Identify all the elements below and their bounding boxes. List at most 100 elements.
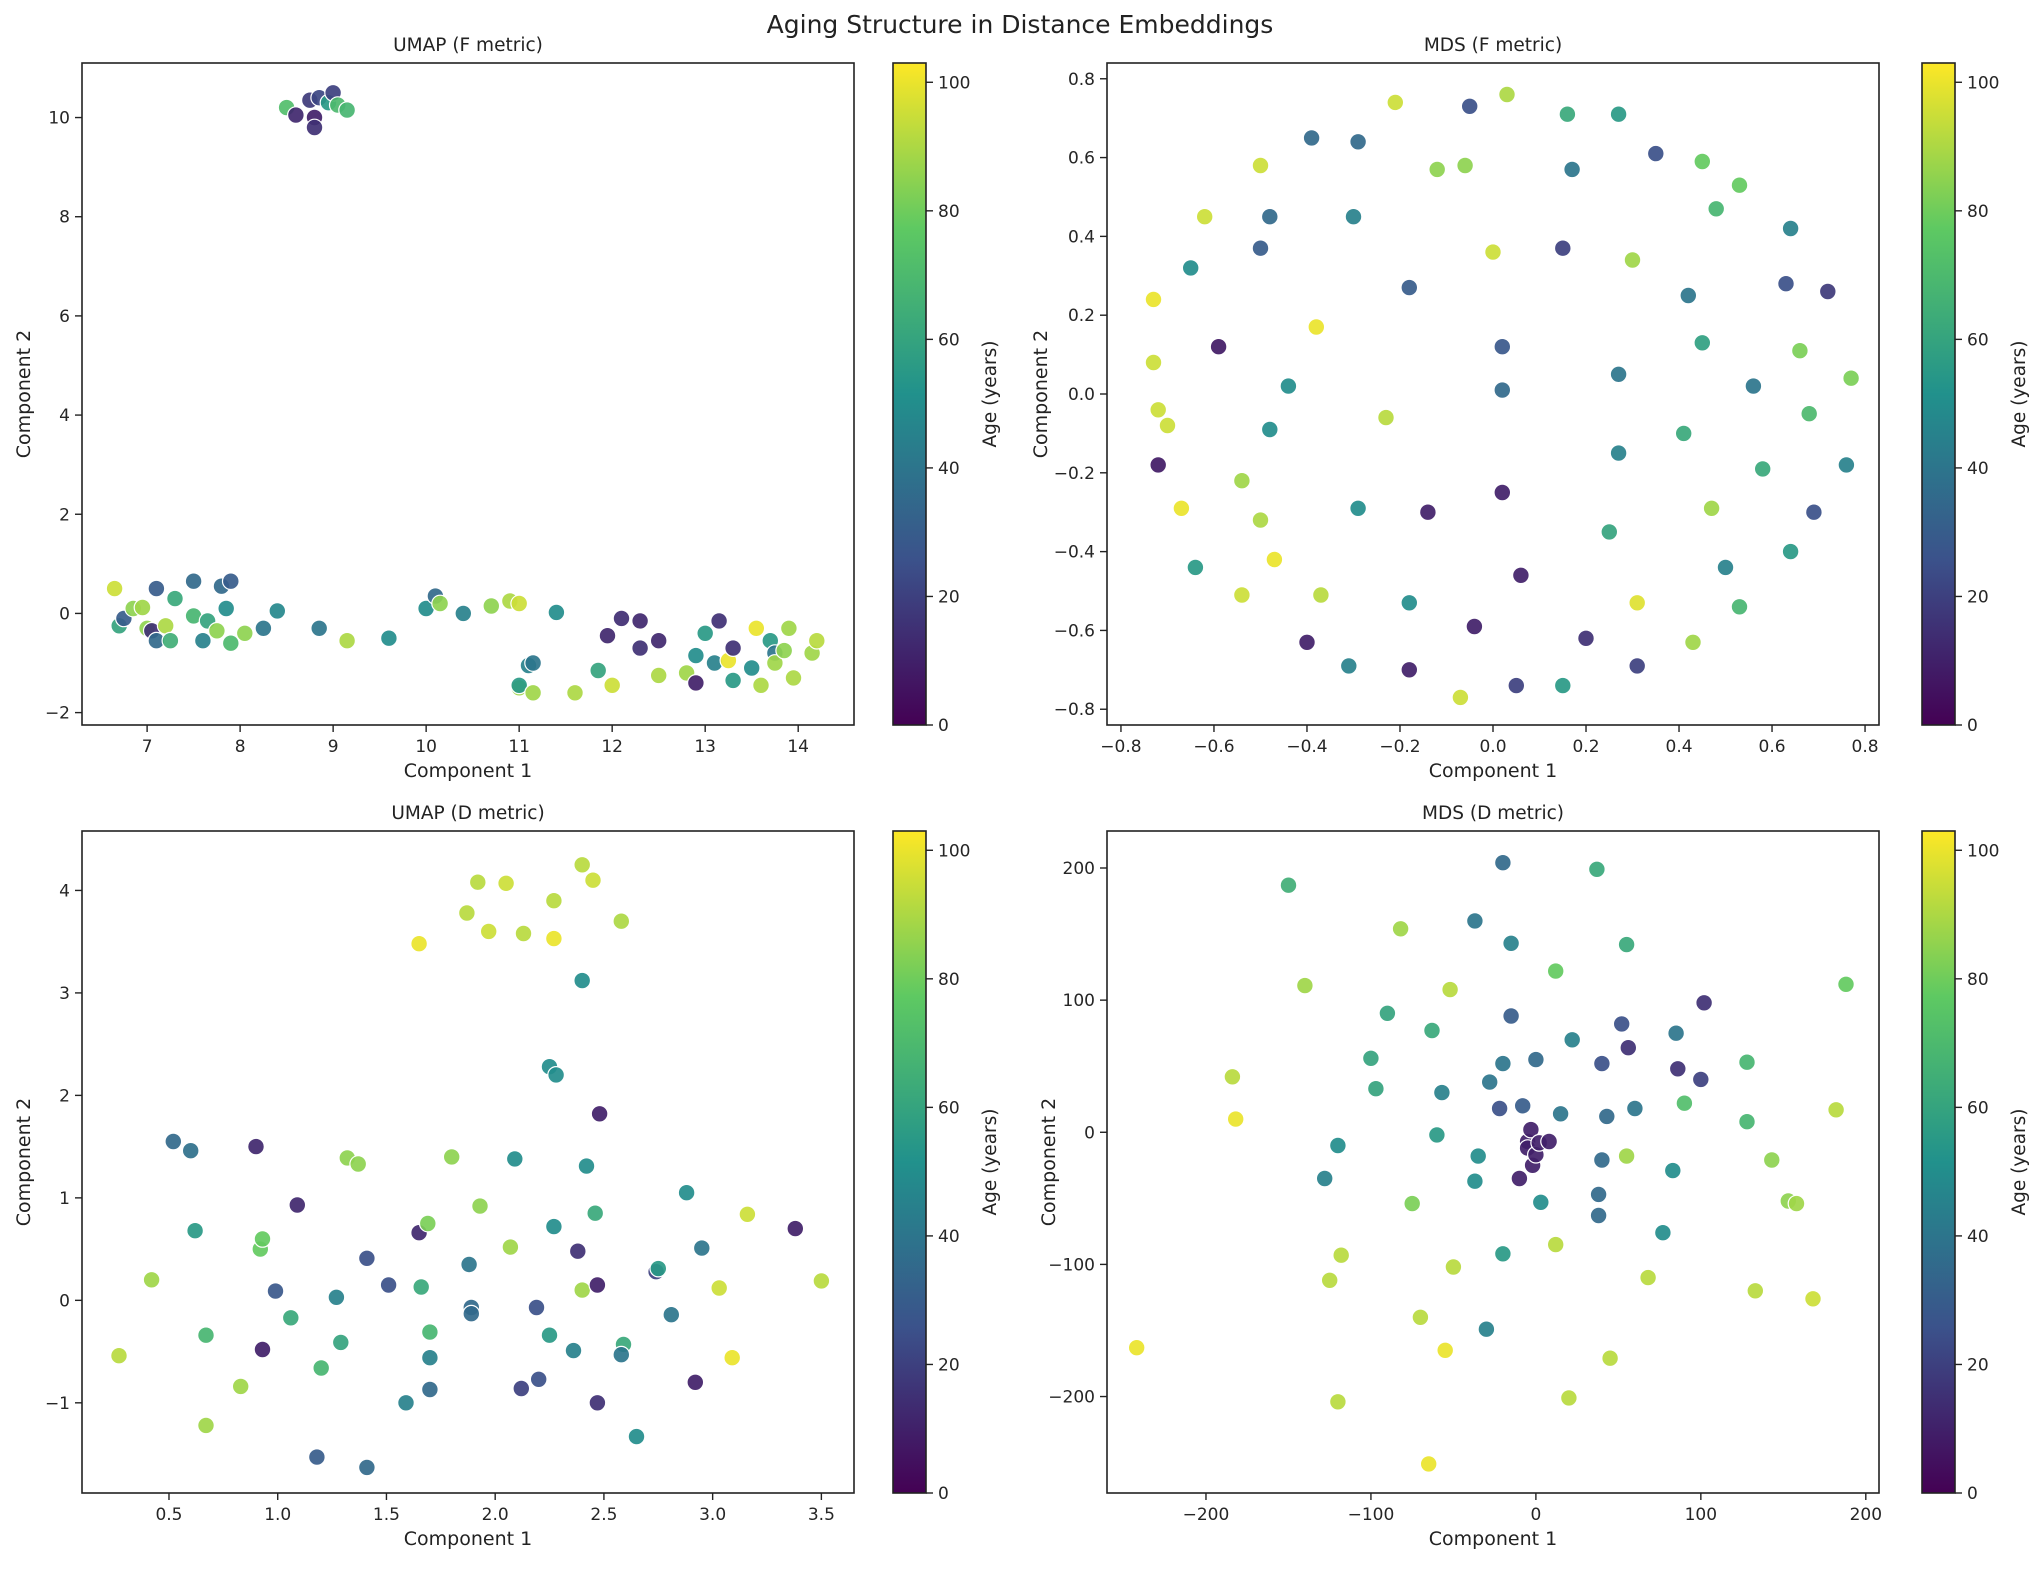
scatter-point xyxy=(1403,1194,1422,1213)
y-tick-label: 0.2 xyxy=(1068,306,1095,326)
scatter-point xyxy=(1400,660,1419,679)
scatter-point xyxy=(1526,1050,1545,1069)
scatter-point xyxy=(207,621,226,640)
colorbar-tick-label: 0 xyxy=(938,716,949,736)
scatter-point xyxy=(547,603,566,622)
x-axis-label: Component 1 xyxy=(1429,1528,1557,1550)
y-tick-label: 0 xyxy=(59,604,70,624)
scatter-point xyxy=(1386,93,1405,112)
scatter-point xyxy=(588,1276,607,1294)
scatter-point xyxy=(1328,1392,1347,1411)
scatter-point xyxy=(310,619,329,638)
scatter-point xyxy=(268,602,287,620)
scatter-point xyxy=(1377,408,1395,427)
scatter-point xyxy=(1777,274,1795,293)
colorbar-tick-label: 20 xyxy=(1967,1355,1989,1375)
scatter-point xyxy=(505,1149,524,1168)
scatter-point xyxy=(1600,523,1619,541)
panel-title: MDS (F metric) xyxy=(1424,35,1562,56)
x-axis-label: Component 1 xyxy=(404,760,532,782)
y-tick-label: 4 xyxy=(59,881,70,901)
scatter-point xyxy=(1251,511,1270,529)
scatter-point xyxy=(545,1217,563,1236)
panel-3: UMAP (D metric) 0.5 1.0 1.5 2.0 2.5 3.0 3.5 −1 0 1… xyxy=(13,803,1001,1550)
scatter-point xyxy=(358,1458,376,1477)
scatter-point xyxy=(545,929,563,948)
scatter-point xyxy=(1477,1320,1496,1339)
scatter-point xyxy=(710,612,728,630)
scatter-point xyxy=(1400,593,1419,612)
scatter-point xyxy=(1546,962,1565,980)
scatter-point xyxy=(1465,912,1484,930)
scatter-point xyxy=(677,1183,696,1202)
scatter-point xyxy=(1679,286,1698,305)
scatter-point xyxy=(1609,444,1628,463)
y-tick-label: 8 xyxy=(59,208,70,228)
x-tick-label: 7 xyxy=(142,737,153,757)
colorbar-tick-label: 60 xyxy=(938,1098,960,1118)
scatter-point xyxy=(724,639,742,657)
scatter-point xyxy=(253,1340,272,1359)
colorbar-frame xyxy=(1921,62,1956,726)
colorbar-gradient xyxy=(1922,63,1955,725)
scatter-point xyxy=(1279,377,1298,396)
colorbar-tick-label: 0 xyxy=(1967,716,1978,736)
scatter-point xyxy=(186,1221,205,1240)
x-tick-label: −200 xyxy=(1183,1505,1230,1525)
scatter-point xyxy=(281,1308,300,1327)
scatter-point xyxy=(1172,499,1191,518)
scatter-point xyxy=(460,1255,479,1274)
x-tick-label: 3.5 xyxy=(808,1505,835,1525)
scatter-point xyxy=(752,676,770,695)
scatter-point xyxy=(1361,1049,1380,1068)
panel-2: MDS (F metric) −0.8 −0.6 −0.4 −0.2 0.0 0.2 0.4 0… xyxy=(1030,35,2030,782)
scatter-point xyxy=(687,674,705,692)
x-tick-label: 8 xyxy=(235,737,246,757)
scatter-point xyxy=(598,626,617,645)
scatter-point xyxy=(327,1288,346,1307)
scatter-point xyxy=(462,1304,481,1323)
scatter-point xyxy=(687,646,705,665)
scatter-point xyxy=(156,616,175,635)
scatter-point xyxy=(524,683,542,702)
scatter-point xyxy=(692,1239,711,1257)
scatter-point xyxy=(1311,586,1330,604)
scatter-point xyxy=(1226,1110,1245,1128)
y-tick-label: 2 xyxy=(59,1086,70,1106)
scatter-point xyxy=(1260,420,1279,439)
colorbar-tick-label: 20 xyxy=(938,587,960,607)
scatter-point xyxy=(1553,239,1572,258)
scatter-point xyxy=(723,1348,742,1367)
x-tick-label: −0.4 xyxy=(1286,737,1327,757)
scatter-point xyxy=(1663,1161,1682,1180)
scatter-point xyxy=(1553,676,1572,695)
scatter-point xyxy=(421,1348,439,1367)
scatter-point xyxy=(1444,1258,1463,1276)
scatter-point xyxy=(197,1416,215,1435)
scatter-point xyxy=(612,1345,631,1364)
colorbar-tick-label: 40 xyxy=(1967,459,1989,479)
scatter-point xyxy=(1558,105,1577,124)
x-tick-label: 200 xyxy=(1850,1505,1882,1525)
scatter-point xyxy=(1465,617,1484,636)
scatter-point xyxy=(458,904,476,922)
scatter-point xyxy=(1617,1147,1636,1165)
scatter-point xyxy=(510,594,529,613)
colorbar-gradient xyxy=(893,63,926,725)
colorbar-gradient xyxy=(893,831,926,1493)
scatter-point xyxy=(1837,456,1856,474)
scatter-point xyxy=(1149,400,1168,419)
scatter-point xyxy=(1617,935,1636,954)
scatter-point xyxy=(1684,633,1702,652)
y-tick-label: −0.4 xyxy=(1054,543,1095,563)
scatter-point xyxy=(418,1214,437,1233)
scatter-point xyxy=(1827,1100,1845,1119)
scatter-point xyxy=(1339,657,1358,675)
scatter-point xyxy=(1428,160,1447,179)
scatter-point xyxy=(686,1373,705,1392)
scatter-point xyxy=(501,1238,520,1256)
scatter-point xyxy=(807,631,826,650)
y-tick-label: −200 xyxy=(1048,1388,1095,1408)
scatter-point xyxy=(1144,353,1163,372)
